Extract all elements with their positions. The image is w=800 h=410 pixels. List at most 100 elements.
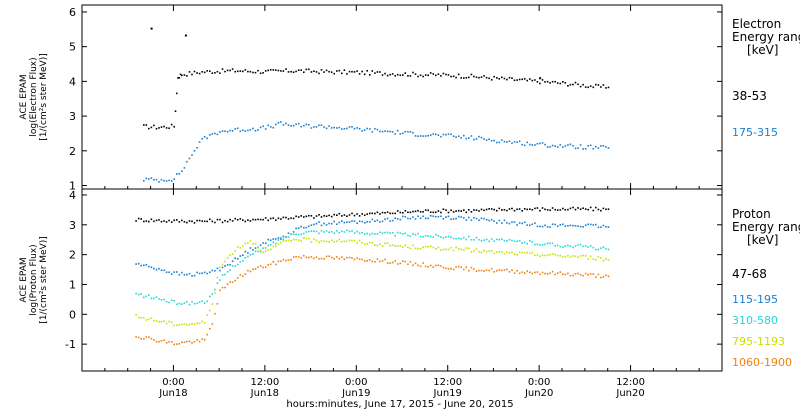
point-electron-0 <box>211 72 214 74</box>
electron-ylabel-line-2: log(Electron Flux) <box>29 57 39 136</box>
point-proton-4 <box>384 258 386 261</box>
point-electron-1 <box>295 123 297 126</box>
point-proton-0 <box>203 220 206 223</box>
point-electron-0 <box>531 79 534 82</box>
point-proton-3 <box>348 239 351 242</box>
point-electron-0 <box>153 124 155 127</box>
point-proton-2 <box>221 274 224 276</box>
point-electron-1 <box>170 180 173 182</box>
point-proton-0 <box>516 208 518 211</box>
point-electron-1 <box>597 147 600 149</box>
point-proton-0 <box>292 217 295 220</box>
point-proton-0 <box>272 217 275 219</box>
point-proton-2 <box>191 301 193 303</box>
point-electron-0 <box>198 72 201 75</box>
electron-ylabel: ACE EPAM log(Electron Flux) [1/(cm²s ste… <box>19 53 49 140</box>
point-proton-2 <box>198 301 201 303</box>
point-electron-0 <box>455 76 457 79</box>
point-proton-0 <box>201 220 203 222</box>
point-proton-3 <box>191 323 193 325</box>
point-proton-4 <box>607 275 610 278</box>
point-proton-3 <box>607 259 610 261</box>
point-electron-1 <box>572 145 574 147</box>
point-proton-2 <box>287 236 290 238</box>
point-proton-0 <box>193 222 196 224</box>
point-electron-1 <box>308 124 310 126</box>
point-electron-0 <box>336 70 338 72</box>
point-proton-1 <box>478 219 480 221</box>
point-proton-4 <box>244 273 247 275</box>
point-proton-1 <box>549 226 551 228</box>
point-proton-4 <box>183 341 186 343</box>
point-proton-2 <box>239 261 242 263</box>
point-electron-1 <box>541 142 544 144</box>
point-electron-0 <box>249 70 252 73</box>
point-proton-3 <box>165 322 168 325</box>
point-proton-1 <box>526 224 528 226</box>
point-proton-3 <box>323 240 325 243</box>
point-proton-2 <box>595 248 597 251</box>
point-proton-2 <box>310 230 313 232</box>
point-proton-1 <box>589 223 592 226</box>
point-proton-1 <box>427 217 429 220</box>
point-electron-1 <box>323 126 325 128</box>
point-proton-2 <box>488 240 490 243</box>
point-electron-1 <box>605 146 607 148</box>
point-proton-1 <box>587 223 589 226</box>
point-proton-1 <box>508 222 511 225</box>
point-proton-0 <box>513 209 516 212</box>
point-electron-0 <box>483 75 485 77</box>
point-proton-4 <box>539 273 541 276</box>
point-proton-4 <box>551 270 554 273</box>
point-proton-4 <box>498 269 501 271</box>
point-electron-0 <box>485 76 488 79</box>
point-proton-4 <box>435 264 437 267</box>
point-proton-0 <box>348 214 351 216</box>
point-proton-1 <box>356 222 358 224</box>
point-proton-3 <box>254 242 257 245</box>
point-proton-2 <box>351 230 353 232</box>
point-electron-1 <box>379 130 381 133</box>
point-proton-2 <box>295 233 297 236</box>
point-proton-1 <box>363 222 366 224</box>
point-proton-4 <box>536 271 539 273</box>
point-proton-0 <box>178 221 181 223</box>
point-proton-4 <box>574 273 577 275</box>
point-proton-3 <box>394 245 396 247</box>
point-electron-1 <box>384 130 386 132</box>
point-proton-4 <box>193 340 196 343</box>
point-electron-1 <box>292 124 295 127</box>
point-proton-2 <box>214 288 216 291</box>
point-proton-0 <box>262 218 264 221</box>
point-proton-0 <box>206 220 208 223</box>
point-proton-2 <box>490 238 493 240</box>
point-electron-1 <box>607 147 610 149</box>
point-proton-0 <box>325 215 328 217</box>
point-electron-0 <box>427 74 429 77</box>
point-proton-1 <box>516 224 518 226</box>
point-electron-1 <box>234 128 236 130</box>
point-proton-3 <box>226 257 229 259</box>
point-proton-3 <box>579 255 582 257</box>
point-electron-0 <box>269 69 272 71</box>
point-proton-0 <box>150 218 153 221</box>
point-electron-0 <box>280 70 282 72</box>
point-proton-2 <box>584 245 587 247</box>
point-proton-2 <box>163 298 165 301</box>
point-electron-0 <box>460 77 462 79</box>
point-proton-0 <box>198 219 201 222</box>
point-proton-4 <box>137 336 140 339</box>
point-proton-0 <box>602 207 605 210</box>
point-proton-4 <box>402 260 404 262</box>
point-proton-2 <box>483 239 485 241</box>
ytick-label-electron-4: 5 <box>69 41 76 54</box>
point-proton-2 <box>300 233 302 236</box>
point-proton-3 <box>305 237 308 240</box>
point-proton-0 <box>346 215 348 217</box>
point-proton-3 <box>170 321 173 323</box>
point-electron-0 <box>435 74 437 77</box>
point-proton-4 <box>579 274 582 276</box>
point-proton-1 <box>351 220 353 222</box>
point-electron-1 <box>485 139 488 141</box>
